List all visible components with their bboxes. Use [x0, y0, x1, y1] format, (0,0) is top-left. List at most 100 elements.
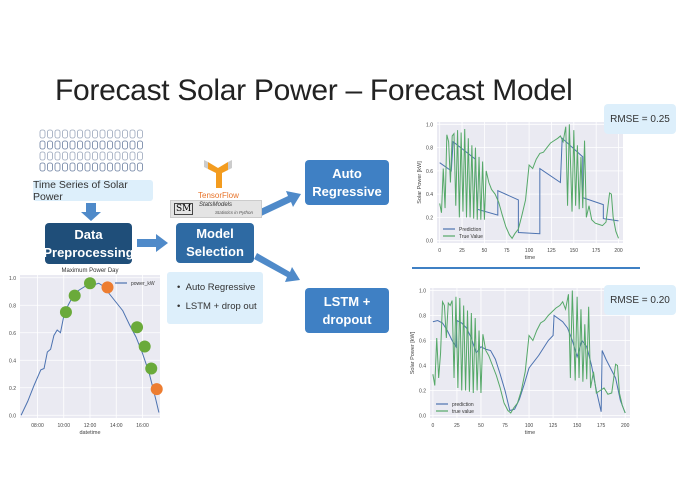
solar-icon	[39, 151, 46, 161]
chart-title: Maximum Power Day	[61, 268, 118, 274]
legend-label: true value	[452, 409, 474, 415]
solar-icon	[122, 162, 128, 172]
solar-icon	[92, 151, 98, 161]
solar-icon	[39, 140, 46, 150]
solar-icon	[122, 151, 128, 161]
solar-icon	[99, 162, 106, 172]
x-tick-label: 175	[597, 423, 606, 429]
solar-icon	[39, 129, 46, 139]
slide-title: Forecast Solar Power – Forecast Model	[55, 74, 573, 107]
solar-icon	[77, 129, 83, 139]
solar-panel-icons	[39, 129, 143, 172]
x-tick-label: 125	[549, 423, 558, 429]
legend-label: prediction	[452, 402, 474, 408]
x-tick-label: 0	[438, 248, 441, 254]
solar-icon	[92, 129, 98, 139]
x-axis-label: datetime	[79, 430, 100, 436]
y-tick-label: 0.0	[426, 239, 433, 245]
solar-icon	[122, 129, 128, 139]
x-tick-label: 08:00	[31, 423, 44, 429]
data-preprocessing-box: Data Preprocessing	[43, 223, 134, 264]
solar-icon	[99, 140, 106, 150]
x-tick-label: 0	[431, 423, 434, 429]
solar-icon	[114, 162, 121, 172]
y-axis-label: Solar Power [kW]	[410, 331, 416, 374]
model-list-item: • LSTM + drop out	[177, 301, 257, 312]
statsmodels-label: StatsModels	[199, 202, 233, 208]
solar-icon	[84, 162, 91, 172]
green-marker	[68, 289, 81, 302]
x-tick-label: 175	[592, 248, 601, 254]
x-tick-label: 10:00	[57, 423, 70, 429]
statsmodels-subtitle: Statistics in Python	[215, 210, 254, 215]
solar-icon	[69, 162, 76, 172]
green-marker	[59, 306, 72, 319]
statsmodels-mark: SM	[174, 203, 194, 215]
solar-icon	[129, 140, 136, 150]
solar-icon	[92, 140, 98, 150]
solar-icon	[114, 140, 121, 150]
solar-icon	[84, 129, 91, 139]
solar-icon	[99, 129, 106, 139]
y-tick-label: 0.8	[9, 303, 16, 309]
solar-icon	[77, 140, 83, 150]
solar-icon	[129, 162, 136, 172]
model-list-item: • Auto Regressive	[177, 282, 256, 293]
y-tick-label: 0.8	[419, 314, 426, 320]
solar-icon	[99, 151, 106, 161]
y-tick-label: 0.6	[426, 169, 433, 175]
y-tick-label: 0.2	[419, 389, 426, 395]
solar-icon	[47, 151, 53, 161]
solar-icon	[77, 151, 83, 161]
up-right-arrow-icon	[254, 191, 301, 218]
legend-label: power_kW	[131, 281, 155, 287]
solar-icon	[54, 162, 61, 172]
solar-icon	[137, 140, 143, 150]
orange-marker	[150, 383, 163, 396]
solar-icon	[129, 129, 136, 139]
auto-regressive-box: Auto Regressive	[305, 160, 389, 205]
x-tick-label: 200	[614, 248, 623, 254]
x-tick-label: 16:00	[136, 423, 149, 429]
solar-icon	[69, 140, 76, 150]
x-tick-label: 150	[570, 248, 579, 254]
solar-icon	[107, 129, 113, 139]
model-selection-box: Model Selection	[176, 223, 254, 263]
y-tick-label: 0.2	[426, 215, 433, 221]
y-tick-label: 0.2	[9, 386, 16, 392]
x-axis-label: time	[525, 430, 535, 436]
y-tick-label: 0.0	[419, 414, 426, 420]
y-tick-label: 1.0	[9, 276, 16, 282]
y-axis-label: Solar Power [kW]	[417, 161, 423, 204]
x-tick-label: 75	[502, 423, 508, 429]
x-tick-label: 200	[621, 423, 630, 429]
x-tick-label: 25	[459, 248, 465, 254]
solar-icon	[62, 140, 68, 150]
y-tick-label: 0.4	[419, 364, 426, 370]
y-tick-label: 1.0	[426, 122, 433, 128]
solar-icon	[84, 140, 91, 150]
solar-icon	[62, 129, 68, 139]
solar-icon	[107, 151, 113, 161]
right-arrow-icon	[137, 234, 168, 252]
time-series-input-box: Time Series of Solar Power	[33, 179, 153, 203]
y-tick-label: 0.6	[419, 339, 426, 345]
solar-icon	[92, 162, 98, 172]
green-marker	[138, 340, 151, 353]
solar-icon	[122, 140, 128, 150]
tensorflow-logo: TensorFlow	[198, 160, 239, 200]
green-marker	[84, 277, 96, 290]
x-tick-label: 150	[573, 423, 582, 429]
series-line-true-value	[439, 124, 619, 240]
solar-icon	[84, 151, 91, 161]
y-tick-label: 0.8	[426, 146, 433, 152]
x-tick-label: 100	[525, 423, 534, 429]
solar-icon	[137, 162, 143, 172]
x-tick-label: 75	[504, 248, 510, 254]
statsmodels-logo: SM StatsModels Statistics in Python	[170, 200, 262, 218]
rmse-lstm-badge: RMSE = 0.20	[604, 285, 676, 315]
x-tick-label: 12:00	[84, 423, 97, 429]
